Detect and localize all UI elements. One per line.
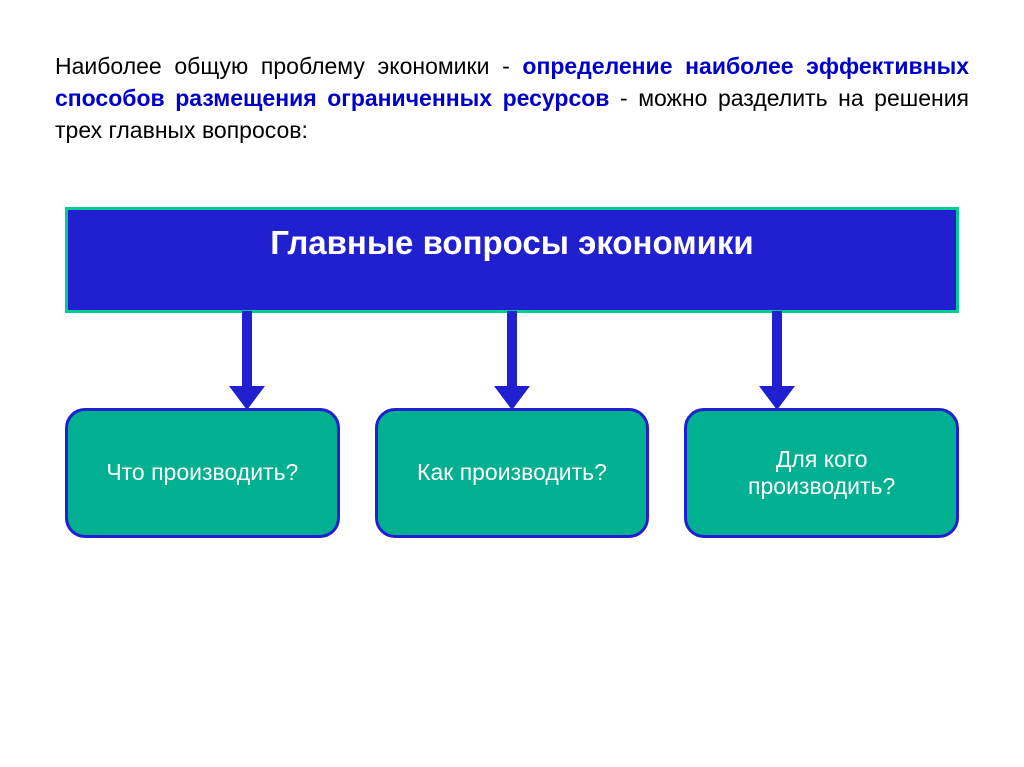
bottom-box-whom: Для кого производить? bbox=[684, 408, 959, 538]
arrow-line-icon bbox=[507, 311, 517, 386]
bottom-box-label: Для кого производить? bbox=[702, 446, 941, 500]
bottom-box-what: Что производить? bbox=[65, 408, 340, 538]
arrow-line-icon bbox=[772, 311, 782, 386]
main-title-box: Главные вопросы экономики bbox=[65, 207, 959, 313]
bottom-box-how: Как производить? bbox=[375, 408, 650, 538]
arrow-head-icon bbox=[229, 386, 265, 410]
arrow-line-icon bbox=[242, 311, 252, 386]
bottom-box-label: Как производить? bbox=[417, 459, 607, 486]
intro-part1: Наиболее общую проблему экономики - bbox=[55, 53, 522, 79]
arrow-1 bbox=[237, 311, 257, 410]
arrow-head-icon bbox=[759, 386, 795, 410]
arrows-row bbox=[55, 311, 969, 410]
arrow-2 bbox=[502, 311, 522, 410]
arrow-head-icon bbox=[494, 386, 530, 410]
intro-paragraph: Наиболее общую проблему экономики - опре… bbox=[55, 50, 969, 147]
arrow-3 bbox=[767, 311, 787, 410]
main-title-text: Главные вопросы экономики bbox=[270, 224, 753, 261]
bottom-box-label: Что производить? bbox=[106, 459, 298, 486]
bottom-boxes-row: Что производить? Как производить? Для ко… bbox=[55, 408, 969, 538]
